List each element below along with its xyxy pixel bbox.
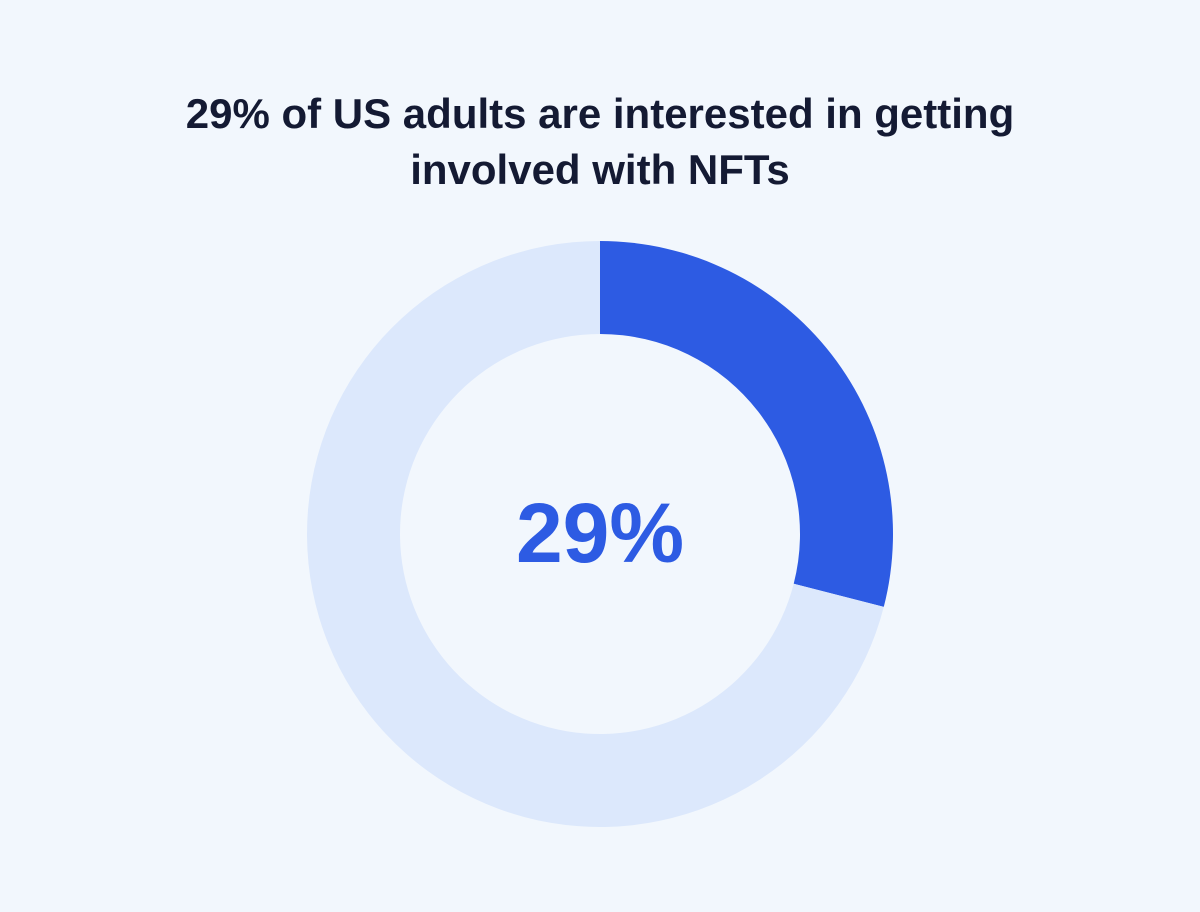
- donut-segment: [600, 241, 893, 607]
- center-label: 29%: [516, 486, 684, 580]
- donut-segment: [306, 241, 884, 827]
- chart-title: 29% of US adults are interested in getti…: [185, 90, 1015, 193]
